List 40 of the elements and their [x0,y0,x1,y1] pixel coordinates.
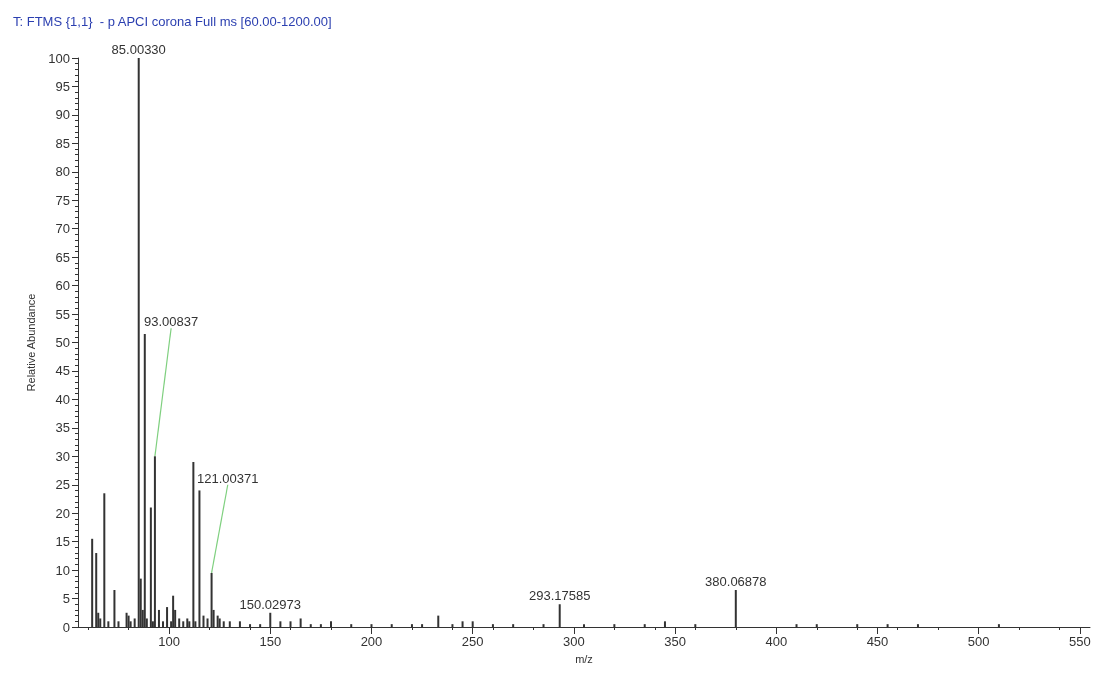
annotation: 85.00330 [111,42,166,57]
x-tick-label: 300 [563,634,585,649]
annotation: 293.17585 [528,588,591,604]
y-tick-label: 25 [55,477,70,493]
y-tick-label: 20 [55,505,70,521]
y-tick-label: 90 [55,107,70,123]
x-axis-title: m/z [575,652,593,665]
y-tick-label: 5 [62,591,70,607]
x-tick-label: 350 [664,634,686,649]
x-tick-label: 550 [1069,634,1091,649]
y-tick-label: 50 [55,335,70,350]
y-axis-title: Relative Abundance [24,293,37,392]
x-tick-label: 450 [866,634,889,649]
y-tick-label: 10 [55,562,70,578]
x-tick-label: 250 [461,634,484,649]
y-tick-label: 40 [55,391,70,407]
annotation: 150.02973 [239,596,302,612]
y-tick-label: 85 [55,135,70,151]
annotation: 93.00837 [143,314,199,330]
x-tick-label: 400 [765,634,788,649]
annotation: 121.00371 [197,470,259,486]
chart-title: T: FTMS {1,1} - p APCI corona Full ms [60.00-1200.00] [13,14,332,29]
y-tick-label: 35 [55,420,70,436]
y-tick-label: 15 [55,534,70,550]
y-tick-label: 30 [55,448,70,464]
y-tick-label: 70 [55,221,70,237]
y-tick-label: 65 [55,249,70,265]
x-tick-label: 200 [360,634,383,649]
y-tick-label: 45 [55,363,70,379]
y-tick-label: 0 [62,619,70,635]
y-tick-label: 75 [55,192,70,208]
y-tick-label: 100 [48,50,70,66]
annotation: 380.06878 [705,574,767,590]
y-tick-label: 80 [55,164,70,180]
y-tick-label: 95 [55,78,70,94]
x-tick-label: 150 [259,634,282,649]
x-tick-label: 500 [967,634,990,649]
x-tick-label: 100 [158,634,180,649]
y-tick-label: 60 [55,278,70,294]
y-tick-label: 55 [55,306,70,322]
